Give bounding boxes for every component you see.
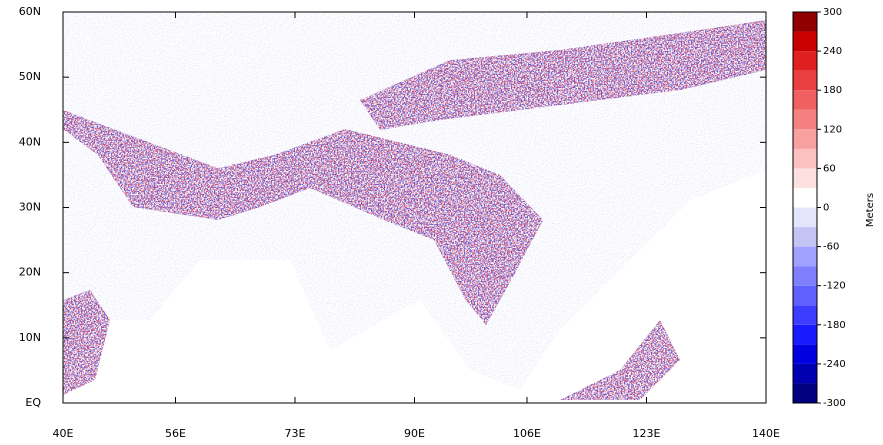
- y-tick-label: EQ: [25, 396, 41, 409]
- colorbar-box: [793, 305, 817, 325]
- colorbar-box: [793, 129, 817, 149]
- y-tick-label: 30N: [19, 201, 41, 214]
- colorbar-tick-label: -240: [823, 359, 846, 370]
- colorbar-box: [793, 110, 817, 130]
- x-tick-label: 73E: [285, 427, 306, 440]
- x-tick-label: 40E: [53, 427, 74, 440]
- colorbar-tick-label: -60: [823, 242, 839, 253]
- colorbar-box: [793, 325, 817, 345]
- colorbar-tick-label: 300: [823, 7, 842, 18]
- y-tick-label: 50N: [19, 70, 41, 83]
- colorbar-box: [793, 364, 817, 384]
- colorbar-tick-label: 120: [823, 124, 842, 135]
- colorbar-box: [793, 90, 817, 110]
- colorbar-tick-label: 0: [823, 203, 829, 214]
- colorbar-box: [793, 71, 817, 91]
- colorbar-tick-label: -120: [823, 281, 846, 292]
- colorbar-tick-label: -300: [823, 398, 846, 409]
- x-tick-label: 56E: [165, 427, 186, 440]
- map-plot: [63, 12, 766, 403]
- y-tick-label: 40N: [19, 135, 41, 148]
- y-tick-label: 20N: [19, 266, 41, 279]
- colorbar-tick-label: 240: [823, 46, 842, 57]
- colorbar-tick-label: 60: [823, 163, 836, 174]
- colorbar-box: [793, 247, 817, 267]
- colorbar-box: [793, 266, 817, 286]
- colorbar-box: [793, 383, 817, 403]
- colorbar-box: [793, 149, 817, 169]
- colorbar-box: [793, 344, 817, 364]
- colorbar-box: [793, 168, 817, 188]
- x-tick-label: 106E: [513, 427, 541, 440]
- colorbar-box: [793, 12, 817, 32]
- x-tick-label: 90E: [404, 427, 425, 440]
- colorbar-tick-label: 180: [823, 85, 842, 96]
- colorbar-box: [793, 208, 817, 228]
- y-tick-label: 10N: [19, 331, 41, 344]
- page: {"map": { "xlim": [40, 140], "ylim": [0,…: [0, 0, 883, 445]
- map-figure: Meters 40E 56E 73E 90E 106E 123E 140E EQ 10N 20N 3…: [0, 0, 883, 445]
- colorbar-tick-label: -180: [823, 320, 846, 331]
- colorbar-box: [793, 51, 817, 71]
- colorbar-box: [793, 188, 817, 208]
- y-tick-label: 60N: [19, 5, 41, 18]
- colorbar-label: Meters: [865, 193, 876, 227]
- colorbar-box: [793, 32, 817, 52]
- x-tick-label: 140E: [752, 427, 780, 440]
- x-tick-label: 123E: [633, 427, 661, 440]
- colorbar-box: [793, 286, 817, 306]
- colorbar-box: [793, 227, 817, 247]
